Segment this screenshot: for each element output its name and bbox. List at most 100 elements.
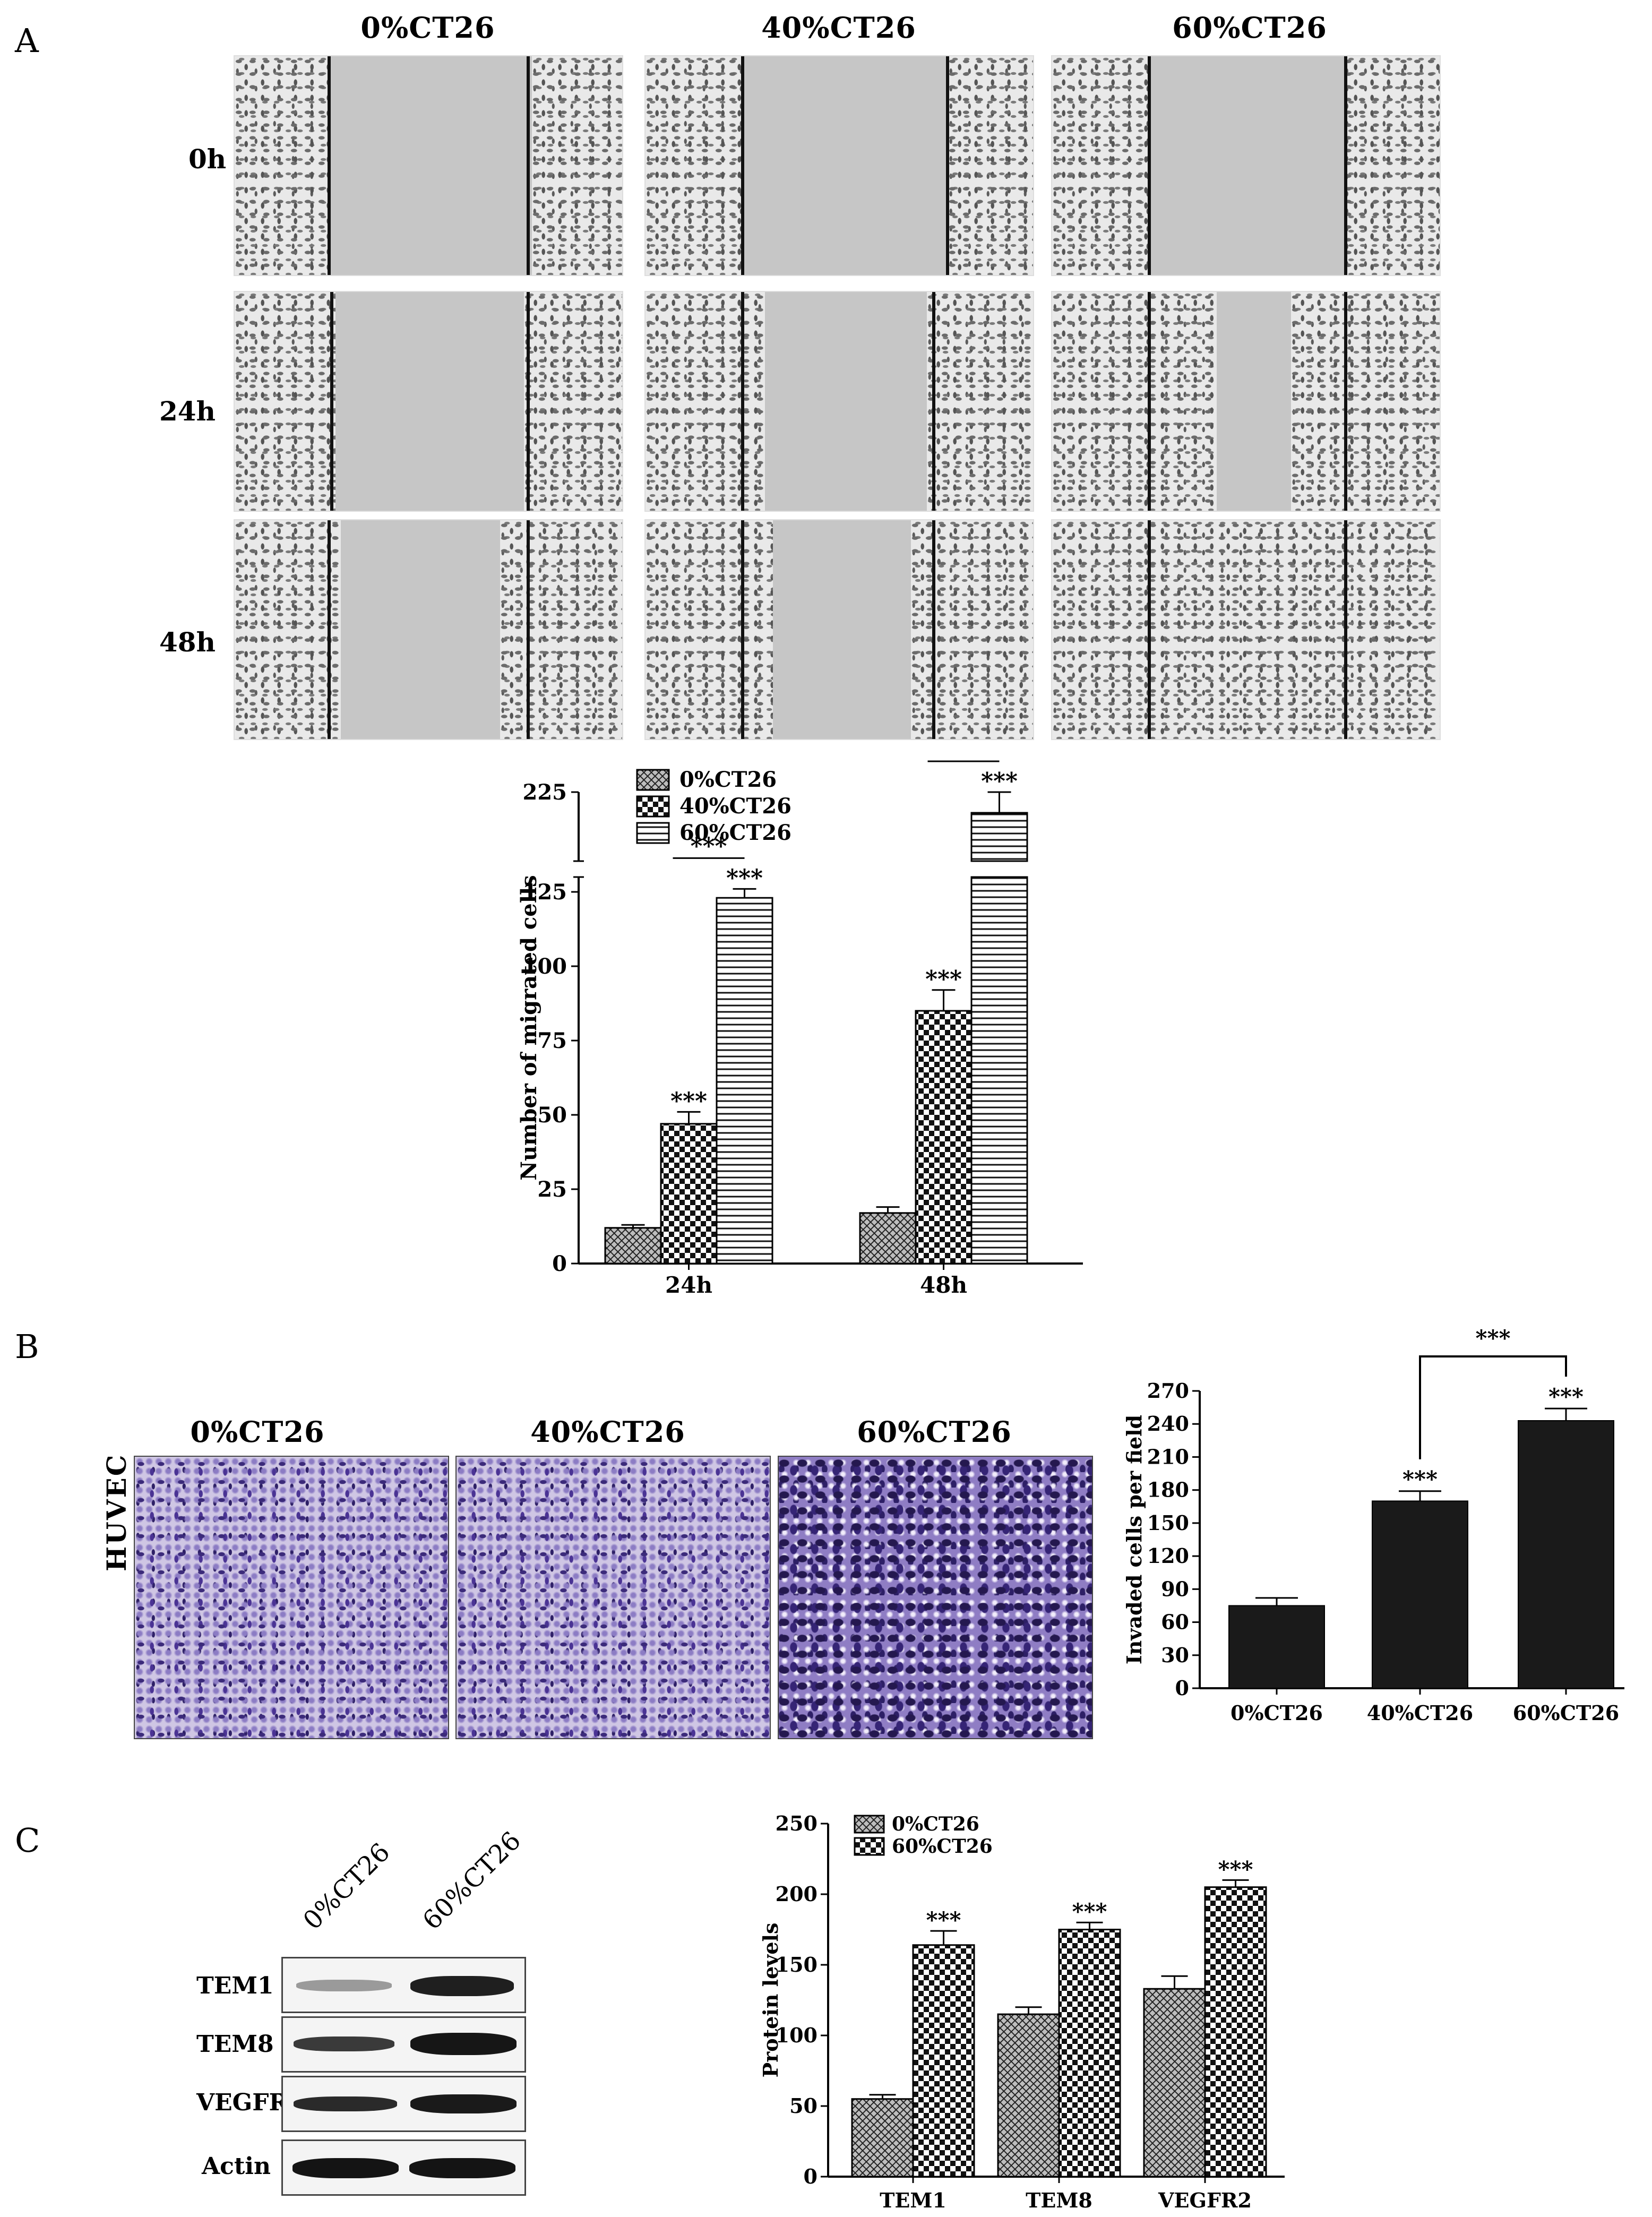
y-tick-label: 150 [776,1953,818,1977]
y-tick-label: 120 [1147,1544,1189,1568]
y-tick-label: 225 [523,780,567,805]
y-tick-label: 50 [789,2094,818,2118]
panel-a-row-label-48h: 48h [159,626,216,658]
bracket-significance-mark: *** [690,832,727,860]
y-tick-label: 200 [776,1882,818,1906]
legend-label: 60%CT26 [892,1835,993,1858]
bar [1058,1929,1121,2178]
blot-lane-label-2: 60%CT26 [417,1826,527,1936]
y-tick-label: 180 [1147,1478,1189,1502]
significance-mark: *** [925,966,962,993]
bar [1204,1886,1267,2178]
legend-swatch [636,795,670,818]
significance-mark: *** [1548,1384,1584,1410]
significance-mark: *** [1403,1466,1438,1492]
legend-label: 0%CT26 [892,1813,979,1835]
scratch-image-0pct-48h [234,519,623,740]
panel-a-col-title-3: 60%CT26 [1172,11,1327,45]
y-tick-label: 250 [776,1811,818,1835]
y-tick-label: 30 [1161,1643,1189,1667]
chart-migrated-cells: 0 25 50 75 100 125 225 Number of migrated cells… [517,754,1083,1298]
y-tick-label: 270 [1147,1379,1189,1403]
invasion-image-60pct [778,1456,1093,1739]
y-tick-label: 25 [537,1177,567,1202]
blot-lane-label-1: 0%CT26 [297,1837,396,1936]
panel-a-col-title-1: 0%CT26 [360,11,495,45]
x-tick-label: 60%CT26 [1513,1701,1619,1725]
panel-label-a: A [15,21,39,60]
significance-mark: *** [981,768,1018,795]
scratch-image-40pct-24h [644,291,1034,512]
bar [1372,1500,1468,1689]
y-tick-label: 125 [523,880,567,905]
panel-b-col-title-2: 40%CT26 [530,1415,685,1449]
legend-swatch [854,1815,885,1834]
bar [915,1010,973,1265]
bar [604,1227,662,1265]
y-axis-label: Protein levels [759,1923,782,2078]
x-tick-label: TEM1 [880,2188,947,2212]
blot-band-label-tem1: TEM1 [196,1972,274,1999]
scratch-image-60pct-48h [1051,519,1441,740]
invasion-image-0pct [134,1456,449,1739]
significance-mark: *** [670,1087,707,1114]
bar [970,876,1028,1265]
bar [716,897,773,1265]
panel-b-row-label: HUVEC [101,1453,132,1571]
legend-label: 40%CT26 [679,794,791,819]
x-tick-label: 48h [920,1272,967,1298]
blot-strip-tem1 [281,1957,526,2013]
chart-protein-levels: 0 50 100 150 200 250 Protein levels *** TEM1 *** T… [759,1811,1285,2212]
panel-label-b: B [15,1327,39,1366]
x-tick-label: 24h [665,1272,712,1298]
significance-mark: *** [926,1907,961,1933]
blot-band-label-vegfr2: VEGFR2 [196,2089,305,2116]
y-tick-label: 60 [1161,1610,1189,1634]
y-tick-label: 75 [537,1028,567,1053]
panel-a-row-label-0h: 0h [188,143,227,175]
panel-label-c: C [15,1821,40,1860]
x-tick-label: TEM8 [1026,2188,1092,2212]
scratch-image-60pct-24h [1051,291,1441,512]
y-tick-label: 100 [776,2023,818,2047]
bar [970,812,1028,862]
blot-band-label-actin: Actin [202,2153,271,2180]
scratch-image-40pct-48h [644,519,1034,740]
blot-band-label-tem8: TEM8 [196,2031,274,2058]
y-axis-label: Invaded cells per field [1122,1415,1146,1664]
panel-b-col-title-1: 0%CT26 [190,1415,325,1449]
y-tick-label: 0 [1175,1676,1189,1700]
y-tick-label: 150 [1147,1511,1189,1535]
y-axis-label: Number of migrated cells [517,875,541,1180]
y-tick-label: 210 [1147,1445,1189,1468]
significance-mark: *** [726,864,763,891]
bracket-significance-mark: *** [945,754,982,763]
bar [997,2013,1060,2178]
bar [660,1123,718,1265]
x-tick-label: 0%CT26 [1231,1701,1323,1725]
bar [851,2098,914,2178]
bar [1228,1605,1325,1689]
legend-label: 0%CT26 [679,767,777,792]
bracket-significance-mark: *** [1476,1325,1511,1351]
significance-mark: *** [1072,1898,1107,1924]
panel-a-row-label-24h: 24h [159,396,216,427]
bar [859,1212,917,1265]
blot-strip-tem8 [281,2016,526,2073]
y-tick-label: 90 [1161,1577,1189,1601]
y-tick-label: 100 [523,954,567,979]
significance-bracket [1419,1355,1567,1459]
legend-swatch [854,1837,885,1856]
scratch-image-0pct-24h [234,291,623,512]
scratch-image-40pct-0h [644,55,1034,276]
invasion-image-40pct [455,1456,771,1739]
bar [912,1944,975,2178]
panel-a-col-title-2: 40%CT26 [761,11,916,45]
blot-strip-actin [281,2139,526,2196]
bar [1143,1988,1206,2178]
y-tick-label: 0 [804,2164,818,2188]
scratch-image-0pct-0h [234,55,623,276]
panel-b-col-title-3: 60%CT26 [857,1415,1012,1449]
y-tick-label: 0 [552,1251,567,1276]
